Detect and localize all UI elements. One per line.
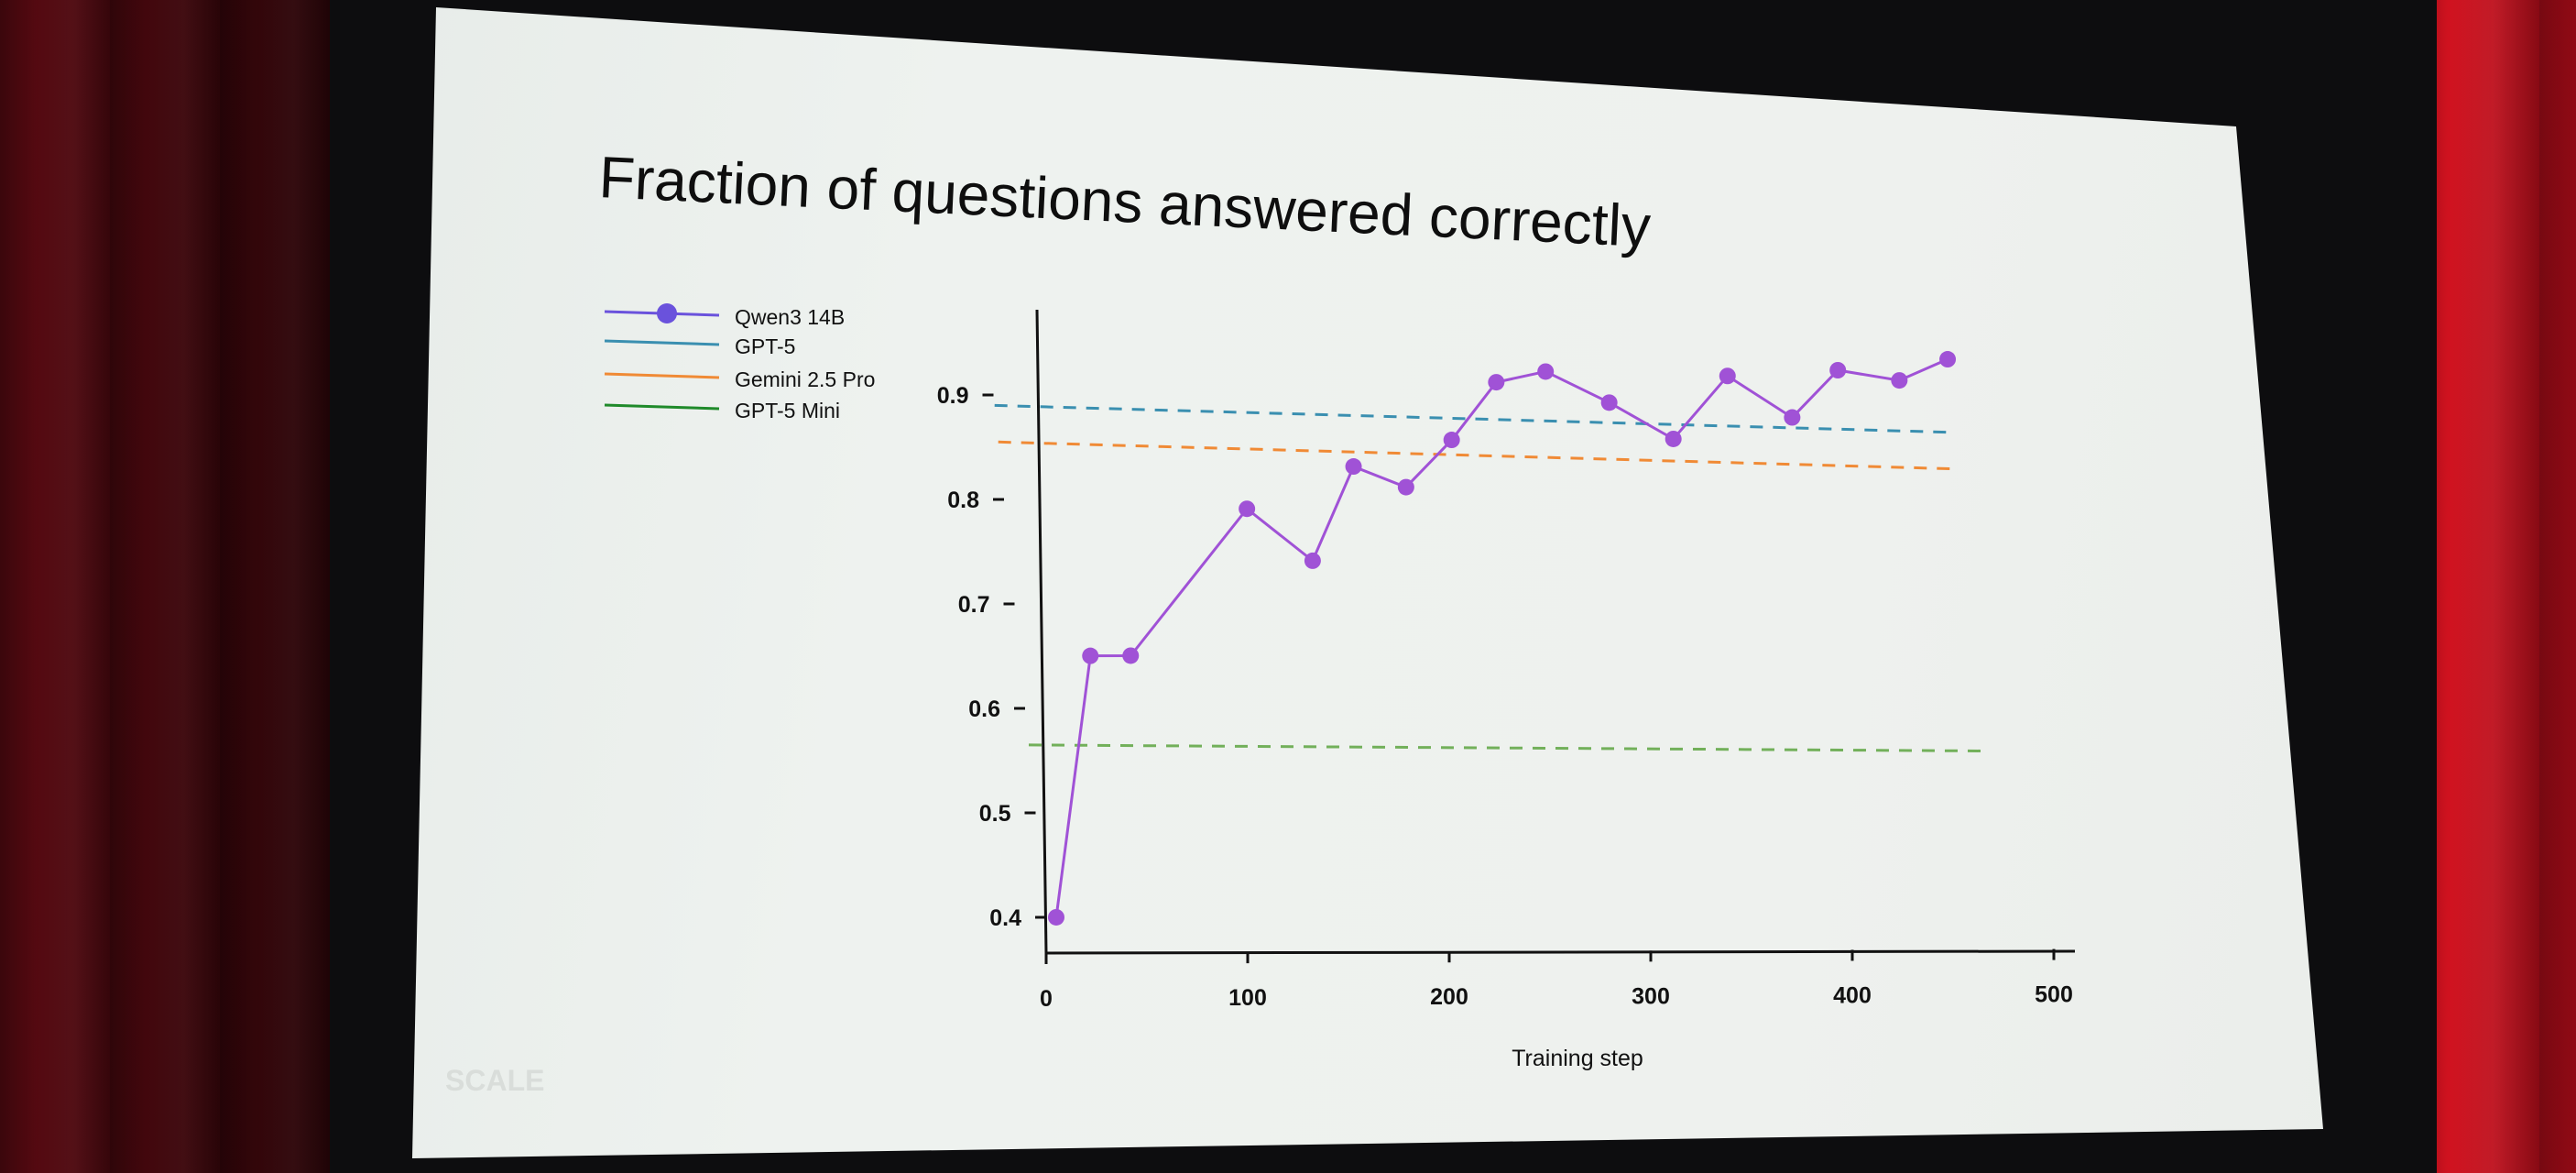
qwen3-14b-point (1891, 372, 1908, 389)
legend-label: Qwen3 14B (735, 305, 845, 329)
qwen3-14b-point (1443, 432, 1460, 449)
legend-swatch (604, 372, 720, 379)
qwen3-14b-point (1939, 351, 1957, 368)
legend-swatch (604, 339, 720, 346)
y-tick-label: 0.9 (937, 383, 969, 409)
qwen3-14b-point (1665, 430, 1682, 447)
x-tick-label: 0 (1040, 986, 1053, 1012)
qwen3-14b-point (1239, 500, 1256, 518)
watermark: SCALE (445, 1064, 544, 1097)
chart-title: Fraction of questions answered correctly (597, 144, 1652, 259)
legend: Qwen3 14B GPT-5 Gemini 2.5 Pro GPT-5 Mini (604, 303, 875, 422)
qwen3-series (1048, 351, 1957, 926)
qwen3-14b-line (1054, 357, 1948, 918)
qwen3-14b-point (1719, 367, 1736, 385)
x-tick-label: 200 (1430, 984, 1468, 1010)
qwen3-14b-point (1082, 647, 1099, 664)
gpt-5-mini-reference-line (1028, 743, 1988, 752)
qwen3-14b-point (1600, 394, 1618, 411)
legend-label: Gemini 2.5 Pro (735, 367, 875, 391)
x-tick-label: 300 (1632, 983, 1670, 1009)
qwen3-14b-point (1784, 409, 1801, 426)
y-tick-label: 0.5 (979, 801, 1011, 827)
y-tick-label: 0.7 (958, 592, 990, 618)
qwen3-14b-point (1122, 647, 1140, 664)
qwen3-14b-point (1345, 458, 1362, 476)
qwen3-14b-point (1829, 362, 1847, 378)
reference-lines (994, 403, 1988, 752)
y-axis-ticks: 0.4 0.5 0.6 0.7 0.8 0.9 (937, 383, 1046, 931)
qwen3-14b-point (1537, 363, 1555, 380)
x-tick-label: 100 (1228, 985, 1267, 1011)
y-tick-label: 0.8 (947, 488, 979, 513)
x-tick-label: 500 (2035, 982, 2073, 1008)
x-axis-ticks: 0 100 200 300 400 500 (1040, 948, 2073, 1012)
gemini-2-5-pro-reference-line (998, 440, 1959, 471)
legend-swatch (604, 403, 720, 411)
legend-marker (657, 303, 677, 323)
legend-label: GPT-5 Mini (735, 399, 840, 422)
qwen3-14b-point (1397, 478, 1414, 496)
y-tick-label: 0.4 (989, 905, 1021, 931)
y-tick-label: 0.6 (968, 696, 1000, 722)
x-axis-line (1045, 949, 2076, 955)
qwen3-14b-point (1048, 908, 1064, 926)
x-tick-label: 400 (1833, 982, 1872, 1008)
x-axis-label: Training step (1512, 1046, 1643, 1071)
legend-label: GPT-5 (735, 334, 795, 358)
y-axis-line (1035, 309, 1048, 954)
qwen3-14b-point (1488, 374, 1505, 391)
qwen3-14b-point (1304, 552, 1321, 569)
